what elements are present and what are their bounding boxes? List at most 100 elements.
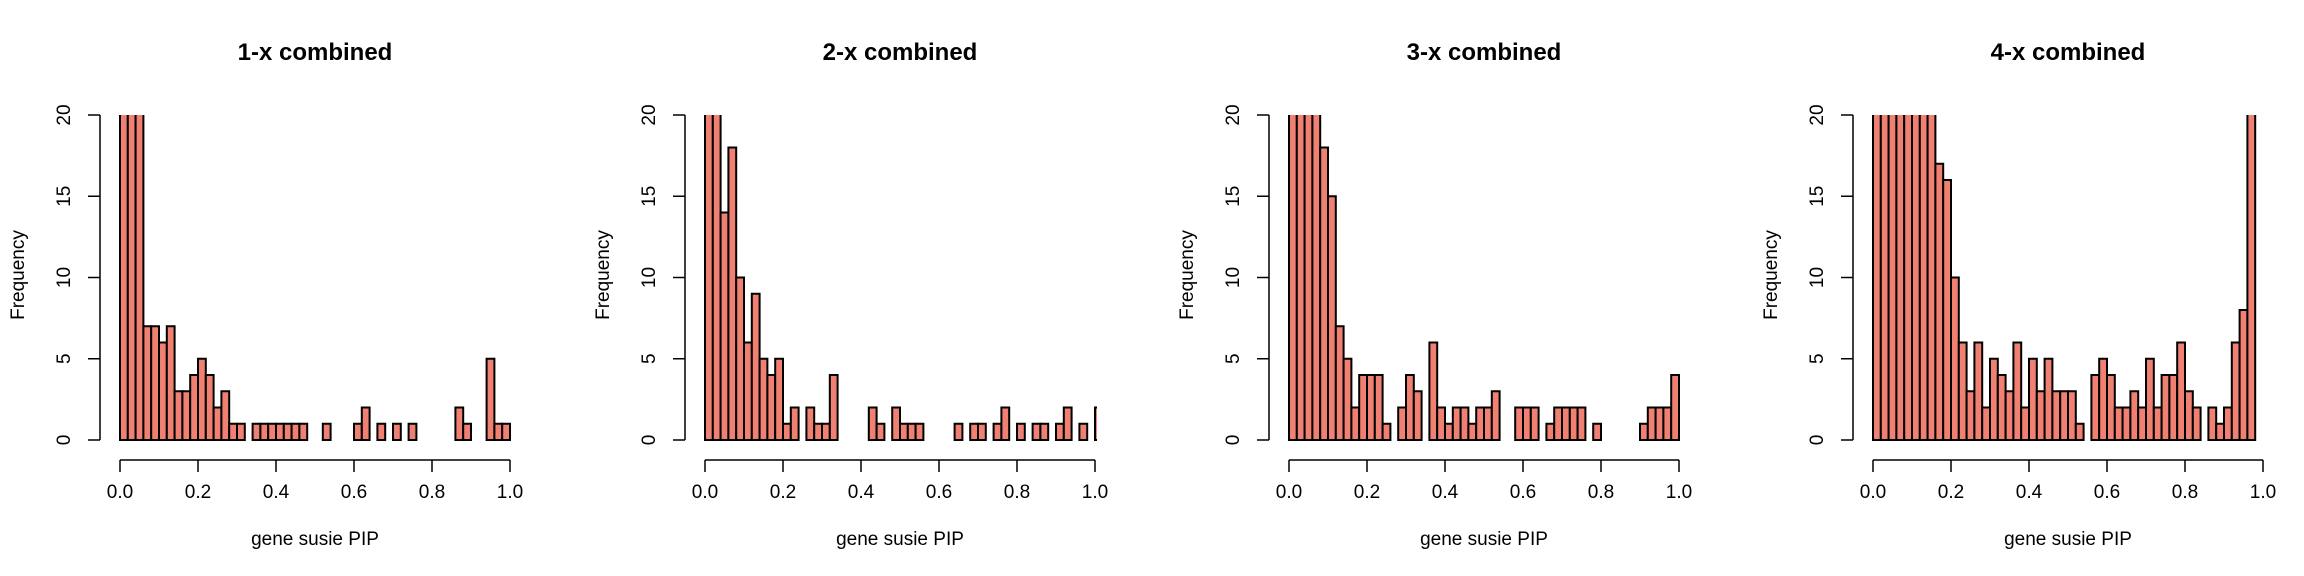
x-tick-label: 0.2 — [770, 482, 796, 503]
histogram-bar — [407, 422, 418, 441]
panel-2-x-combined: 2-x combined Frequency gene susie PIP 0 5… — [593, 39, 1108, 550]
histogram-bar — [1366, 374, 1376, 441]
histogram-bar — [719, 211, 730, 441]
x-axis: 0.0 0.2 0.4 0.6 0.8 1.0 — [1276, 459, 1692, 503]
histogram-bar — [1288, 115, 1298, 441]
y-tick-label: 20 — [1807, 104, 1828, 125]
histogram-bar — [2145, 357, 2155, 441]
histogram-bar — [2106, 374, 2116, 441]
y-tick-label: 10 — [1223, 267, 1244, 288]
x-axis: 0.0 0.2 0.4 0.6 0.8 1.0 — [107, 459, 523, 503]
histogram-bar — [1662, 406, 1673, 441]
histogram-bar — [1872, 115, 1882, 441]
histogram-bar — [1568, 406, 1579, 441]
x-tick-label: 0.8 — [1588, 482, 1614, 503]
histogram-bar — [2230, 341, 2241, 441]
x-tick-label: 0.4 — [2016, 482, 2043, 503]
histogram-bar — [743, 341, 753, 441]
x-tick-label: 0.4 — [263, 482, 290, 503]
histogram-bar — [298, 422, 309, 441]
histogram-bar — [220, 390, 231, 441]
histogram-bar — [1078, 422, 1089, 441]
histogram-bar — [727, 146, 738, 441]
histogram-bar — [360, 406, 371, 441]
histogram-bar — [1950, 276, 1960, 441]
histogram-bar — [493, 422, 504, 441]
y-tick-label: 0 — [1223, 435, 1244, 446]
histogram-bar — [1522, 406, 1532, 441]
x-tick-label: 0.6 — [341, 482, 367, 503]
histogram-bar — [2129, 390, 2140, 441]
histogram-bar — [236, 422, 246, 441]
histogram-bar — [1405, 374, 1415, 441]
x-tick-label: 0.8 — [419, 482, 445, 503]
histogram-bar — [1918, 115, 1929, 441]
histogram-bar — [1942, 179, 1952, 441]
histogram-bar — [259, 422, 270, 441]
histogram-bar — [2059, 390, 2070, 441]
y-tick-label: 5 — [639, 353, 660, 364]
histogram-bar — [2246, 115, 2257, 441]
histogram-bar — [173, 390, 184, 441]
x-tick-label: 1.0 — [1666, 482, 1692, 503]
x-tick-label: 0.4 — [848, 482, 875, 503]
histogram-bar — [1062, 406, 1073, 441]
histogram-bar — [2020, 406, 2031, 441]
histogram-bar — [1475, 406, 1486, 441]
histogram-bar — [2098, 357, 2109, 441]
histogram-bar — [1887, 115, 1898, 441]
histogram-bar — [204, 374, 215, 441]
histogram-bar — [867, 406, 878, 441]
histogram-bar — [774, 357, 784, 441]
y-tick-label: 20 — [639, 104, 660, 125]
x-tick-label: 0.0 — [107, 482, 133, 503]
histogram-bar — [150, 325, 160, 441]
histogram-bar — [197, 357, 207, 441]
x-tick-label: 0.0 — [692, 482, 718, 503]
histogram-bar — [1670, 374, 1681, 441]
x-axis-label: gene susie PIP — [251, 529, 379, 550]
histogram-bar — [782, 422, 792, 441]
histogram-bar — [228, 422, 238, 441]
bar-group — [1288, 115, 1681, 441]
histogram-bar — [2113, 406, 2124, 441]
histogram-bar — [969, 422, 980, 441]
histogram-bar — [1381, 422, 1392, 441]
x-tick-label: 0.6 — [2094, 482, 2120, 503]
histogram-bar — [1055, 422, 1065, 441]
histogram-bar — [1373, 374, 1384, 441]
histogram-bar — [1646, 406, 1657, 441]
histogram-bar — [899, 422, 909, 441]
y-axis: 0 5 10 15 20 — [1223, 104, 1270, 446]
histogram-bar — [1358, 374, 1368, 441]
histogram-bar — [2051, 390, 2062, 441]
histogram-bar — [1957, 341, 1968, 441]
histogram-bar — [2176, 341, 2187, 441]
x-tick-label: 0.2 — [1938, 482, 1964, 503]
histogram-bar — [212, 406, 223, 441]
histogram-bar — [704, 115, 714, 441]
x-tick-label: 0.4 — [1432, 482, 1459, 503]
histogram-bar — [485, 357, 496, 441]
histogram-bar — [1490, 390, 1501, 441]
histogram-bar — [828, 374, 839, 441]
histogram-bar — [805, 406, 816, 441]
histogram-bar — [1529, 406, 1540, 441]
x-tick-label: 1.0 — [1082, 482, 1108, 503]
histogram-bar — [1467, 422, 1478, 441]
histogram-bar — [758, 357, 769, 441]
histogram-bar — [1895, 115, 1906, 441]
histogram-bar — [134, 115, 145, 441]
histogram-bar — [1350, 406, 1361, 441]
histogram-bar — [1094, 406, 1097, 441]
histogram-bar — [1576, 406, 1587, 441]
panel-title: 2-x combined — [823, 39, 978, 66]
histogram-bar — [1483, 406, 1493, 441]
y-tick-label: 5 — [1807, 353, 1828, 364]
x-axis-label: gene susie PIP — [1420, 529, 1548, 550]
histogram-bar — [1934, 162, 1945, 441]
x-axis: 0.0 0.2 0.4 0.6 0.8 1.0 — [1860, 459, 2276, 503]
y-tick-label: 15 — [1807, 186, 1828, 207]
histogram-bar — [2238, 309, 2249, 441]
